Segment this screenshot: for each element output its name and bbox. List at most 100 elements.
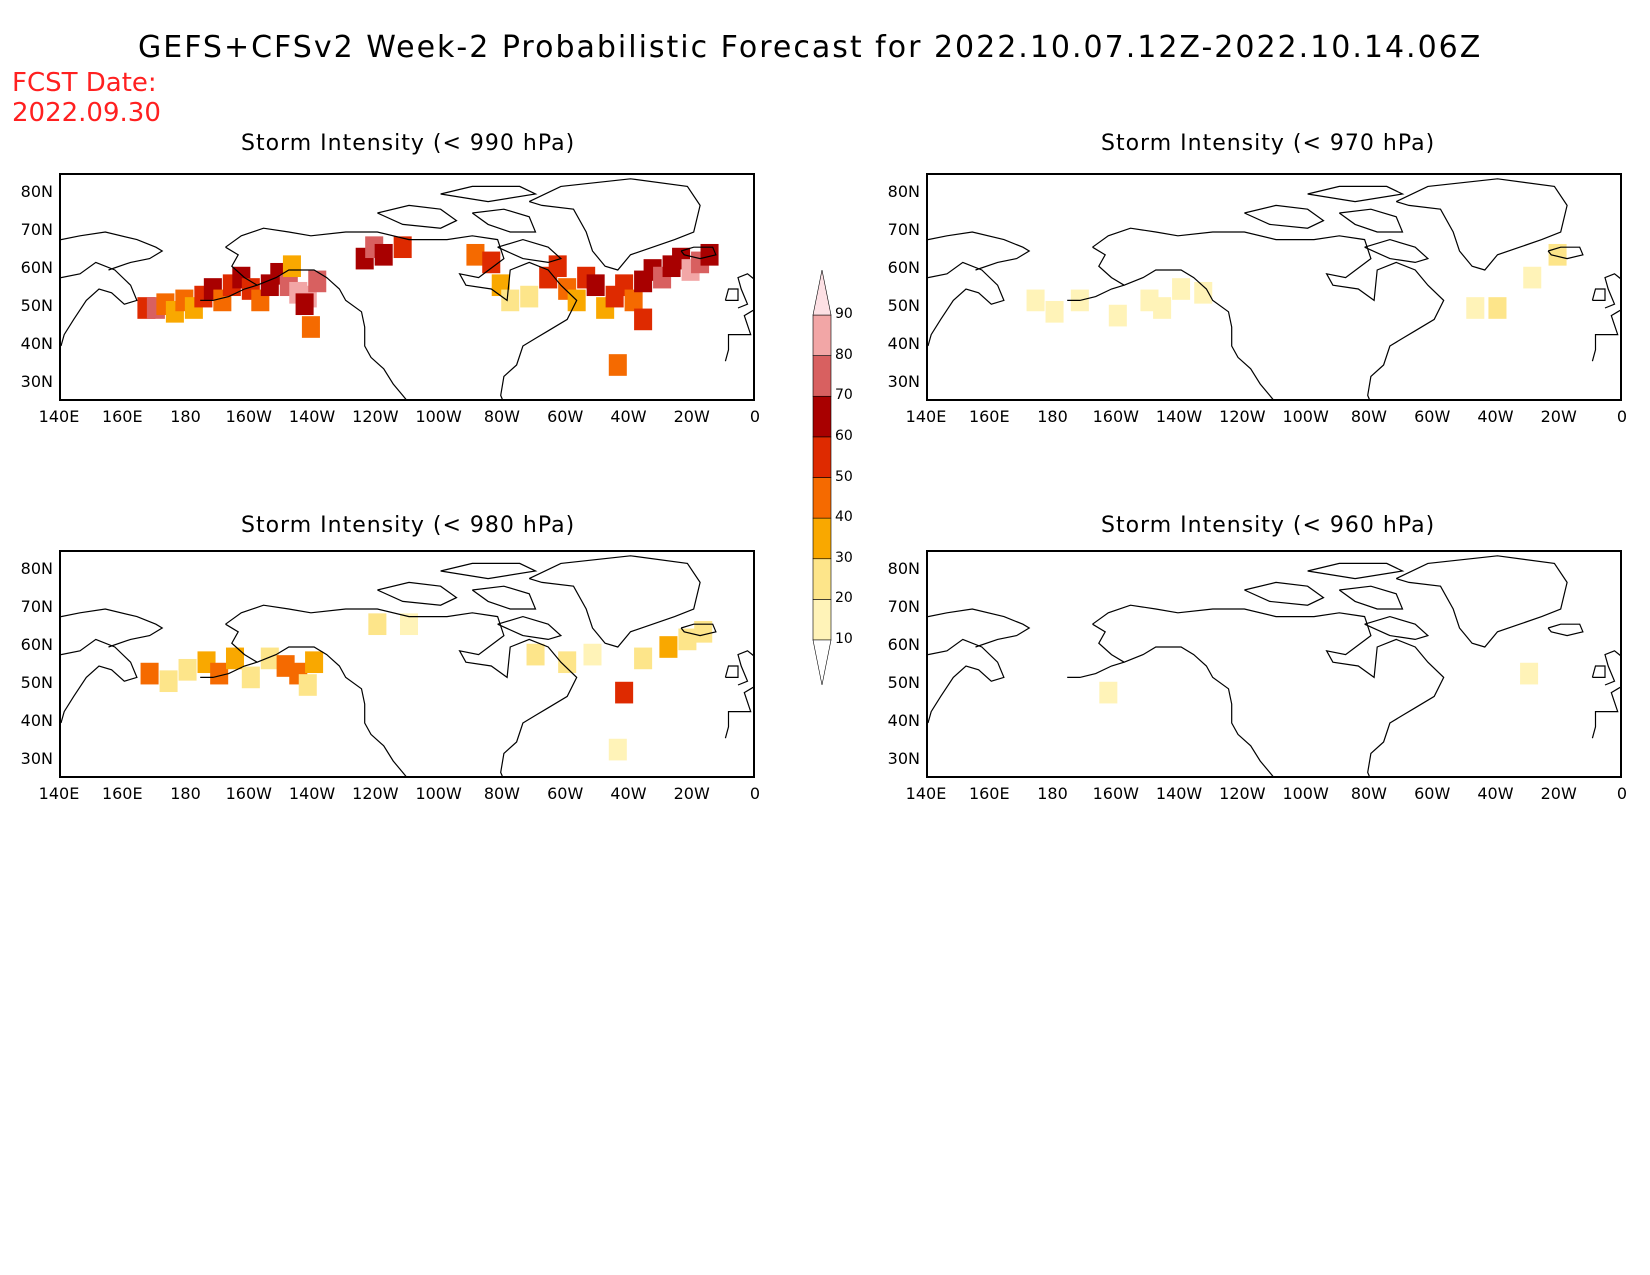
probability-cell bbox=[1194, 281, 1213, 304]
probability-cell bbox=[298, 674, 317, 696]
colorbar: 10 20 30 40 50 60 70 80 90 bbox=[805, 269, 855, 690]
colorbar-label: 20 bbox=[835, 590, 853, 607]
colorbar-band bbox=[812, 395, 832, 438]
lon-tick-label: 60W bbox=[547, 784, 584, 803]
coastline bbox=[1364, 615, 1430, 641]
probability-cell bbox=[399, 613, 419, 636]
coastline bbox=[225, 604, 578, 776]
probability-cell bbox=[520, 285, 539, 308]
lon-tick-label: 20W bbox=[1540, 784, 1577, 803]
lat-tick-label: 30N bbox=[887, 749, 920, 768]
lon-tick-label: 20W bbox=[1540, 407, 1577, 426]
lon-tick-label: 160W bbox=[1092, 784, 1139, 803]
colorbar-label: 40 bbox=[835, 509, 853, 526]
colorbar-band bbox=[812, 314, 832, 356]
lon-tick-label: 60W bbox=[1414, 407, 1451, 426]
lon-tick-label: 160W bbox=[225, 784, 272, 803]
lat-tick-label: 40N bbox=[20, 334, 53, 353]
coastline bbox=[528, 555, 701, 648]
lat-tick-label: 60N bbox=[20, 635, 53, 654]
lat-tick-label: 30N bbox=[20, 372, 53, 391]
lon-tick-label: 0 bbox=[1616, 407, 1628, 426]
lat-tick-label: 70N bbox=[20, 220, 53, 239]
map-p960 bbox=[928, 555, 1620, 776]
coastline bbox=[1604, 650, 1620, 686]
probability-cell bbox=[482, 251, 501, 274]
lat-tick-label: 60N bbox=[20, 258, 53, 277]
coastline bbox=[1395, 555, 1568, 648]
lon-tick-label: 180 bbox=[1037, 407, 1068, 426]
lat-tick-label: 50N bbox=[20, 673, 53, 692]
lat-tick-label: 40N bbox=[887, 711, 920, 730]
lon-tick-label: 120W bbox=[1219, 784, 1266, 803]
probability-cell bbox=[558, 651, 577, 674]
coastline bbox=[724, 309, 753, 362]
panel-title-990: Storm Intensity (< 990 hPa) bbox=[241, 131, 576, 156]
probability-cell bbox=[634, 647, 653, 670]
probability-cell bbox=[501, 289, 520, 312]
coastline bbox=[680, 246, 717, 260]
coastline bbox=[440, 562, 538, 580]
coastline bbox=[1338, 208, 1404, 233]
coastline bbox=[1338, 585, 1404, 610]
coastline bbox=[1092, 623, 1274, 776]
colorbar-band bbox=[812, 436, 832, 478]
lon-tick-label: 180 bbox=[1037, 784, 1068, 803]
colorbar-band bbox=[812, 558, 832, 600]
lat-tick-label: 30N bbox=[887, 372, 920, 391]
lon-tick-label: 40W bbox=[1477, 407, 1514, 426]
coastline bbox=[1092, 227, 1445, 399]
colorbar-lower-extension bbox=[812, 639, 832, 686]
coastline bbox=[737, 650, 753, 686]
coastline bbox=[61, 608, 164, 648]
probability-cell bbox=[225, 647, 245, 670]
lat-tick-label: 70N bbox=[20, 597, 53, 616]
coastline bbox=[1067, 284, 1125, 302]
probability-cell bbox=[659, 636, 678, 658]
probability-cell bbox=[1523, 266, 1542, 289]
coastline bbox=[928, 608, 1031, 648]
colorbar-band bbox=[812, 599, 832, 641]
lon-tick-label: 180 bbox=[170, 784, 201, 803]
coastline bbox=[724, 288, 739, 302]
lon-tick-label: 100W bbox=[415, 407, 462, 426]
lon-tick-label: 40W bbox=[610, 407, 647, 426]
lat-tick-label: 30N bbox=[20, 749, 53, 768]
lon-tick-label: 0 bbox=[749, 784, 761, 803]
map-panel-990 bbox=[59, 173, 755, 401]
probability-cell bbox=[301, 316, 320, 338]
lon-tick-label: 100W bbox=[1282, 784, 1329, 803]
coastline bbox=[928, 261, 1005, 347]
panel-title-980: Storm Intensity (< 980 hPa) bbox=[241, 513, 576, 538]
coastline bbox=[440, 185, 538, 203]
map-p990 bbox=[61, 178, 753, 399]
lon-tick-label: 120W bbox=[1219, 407, 1266, 426]
coastline bbox=[1547, 623, 1584, 637]
probability-cell bbox=[1488, 297, 1507, 319]
lon-tick-label: 20W bbox=[673, 407, 710, 426]
lon-tick-label: 160W bbox=[225, 407, 272, 426]
lon-tick-label: 60W bbox=[1414, 784, 1451, 803]
coastline bbox=[471, 208, 537, 233]
coastline bbox=[1092, 604, 1445, 776]
coastline bbox=[200, 284, 258, 302]
coastline bbox=[724, 665, 739, 679]
probability-cell bbox=[583, 643, 602, 666]
coastline bbox=[61, 638, 138, 724]
coastline bbox=[1307, 562, 1405, 580]
lon-tick-label: 160E bbox=[101, 407, 143, 426]
coastline bbox=[1591, 309, 1620, 362]
probability-cell bbox=[1026, 289, 1045, 312]
coastline bbox=[225, 623, 407, 776]
probability-cell bbox=[1466, 297, 1485, 319]
colorbar-svg bbox=[812, 269, 832, 686]
coastline bbox=[1395, 178, 1568, 271]
map-panel-960 bbox=[926, 550, 1622, 778]
coastline bbox=[1067, 661, 1125, 679]
probability-cell bbox=[1099, 681, 1118, 704]
coastline bbox=[737, 273, 753, 309]
coastline bbox=[471, 585, 537, 610]
lat-tick-label: 50N bbox=[20, 296, 53, 315]
lat-tick-label: 80N bbox=[887, 182, 920, 201]
colorbar-label: 30 bbox=[835, 549, 853, 566]
